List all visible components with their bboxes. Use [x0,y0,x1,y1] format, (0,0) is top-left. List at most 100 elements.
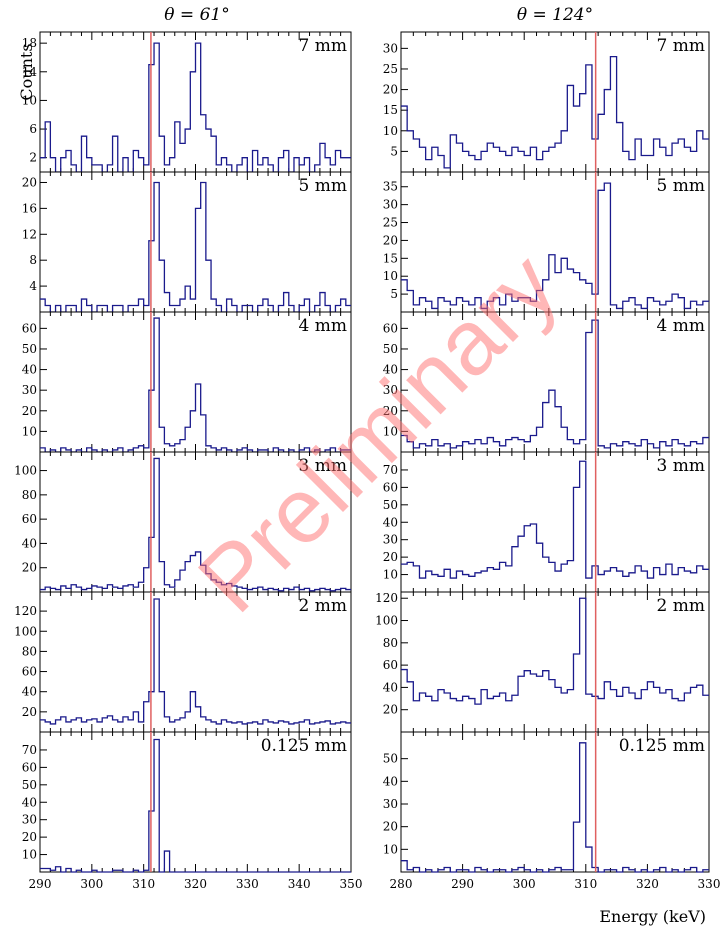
x-tick-label: 280 [390,877,413,891]
t61-panel-5: 10 20 30 40 50 60 70 0.125 mm [22,731,352,873]
y-axis-label: Counts [17,43,36,100]
y-tick-label: 16 [22,201,37,215]
histogram-series [401,597,709,705]
y-tick-label: 100 [14,624,37,638]
thickness-label: 2 mm [657,596,705,616]
y-tick-label: 40 [383,680,398,694]
histogram-series [401,182,709,310]
y-tick-label: 10 [383,842,398,856]
y-tick-label: 20 [383,83,398,97]
column-theta-124: 5 10 15 20 25 30 7 mm 5 10 15 20 25 30 35 5 mm 10 20 30 40… [375,31,720,891]
panel-frame [400,171,710,313]
y-tick-label: 50 [383,498,398,512]
y-tick-label: 10 [383,424,398,438]
y-tick-label: 35 [383,180,398,194]
y-tick-label: 20 [22,561,37,575]
t61-panel-4: 20 40 60 80 100 120 2 mm [14,591,352,733]
y-tick-label: 10 [383,568,398,582]
y-tick-label: 80 [383,636,398,650]
y-tick-label: 10 [22,93,37,107]
histogram-series [40,181,351,313]
y-tick-label: 20 [383,404,398,418]
y-tick-label: 5 [390,287,398,301]
y-tick-label: 25 [383,62,398,76]
thickness-label: 4 mm [657,316,705,336]
y-tick-label: 40 [22,536,37,550]
y-tick-label: 120 [14,604,37,618]
y-tick-label: 70 [383,463,398,477]
y-tick-label: 120 [375,591,398,605]
y-tick-label: 10 [383,269,398,283]
panel-frame [400,591,710,733]
y-tick-label: 10 [22,848,37,862]
x-tick-label: 330 [236,877,259,891]
t124-panel-0: 5 10 15 20 25 30 7 mm [383,31,710,173]
y-tick-label: 30 [22,383,37,397]
x-tick-label: 300 [80,877,103,891]
y-tick-label: 20 [383,233,398,247]
t61-panel-0: 2 6 10 14 18 7 mm [22,31,352,173]
y-tick-label: 60 [22,512,37,526]
panel-frame [39,311,352,453]
x-tick-label: 320 [184,877,207,891]
histogram-series [40,738,351,873]
histogram-series [401,460,709,579]
histogram-series [40,42,351,173]
y-tick-label: 100 [375,614,398,628]
x-tick-label: 340 [288,877,311,891]
panel-frame [400,31,710,173]
y-tick-label: 10 [383,124,398,138]
y-tick-label: 40 [22,363,37,377]
t124-panel-5: 10 20 30 40 50 0.125 mm [383,731,710,873]
t61-panel-2: 10 20 30 40 50 60 4 mm [22,311,352,453]
x-tick-label: 300 [513,877,536,891]
y-tick-label: 60 [22,321,37,335]
histogram-series [401,319,709,449]
y-tick-label: 40 [383,515,398,529]
y-tick-label: 80 [22,644,37,658]
x-tick-label: 320 [636,877,659,891]
t124-panel-4: 20 40 60 80 100 120 2 mm [375,591,710,733]
x-tick-label: 290 [29,877,52,891]
thickness-label: 0.125 mm [261,736,347,756]
y-tick-label: 5 [390,144,398,158]
thickness-label: 7 mm [299,36,347,56]
y-tick-label: 20 [22,830,37,844]
column-theta-61: 2 6 10 14 18 7 mm 4 8 12 16 20 5 mm 10 20 30 40 50 60 4 mm… [14,31,363,891]
t61-panel-3: 20 40 60 80 100 3 mm [14,451,352,593]
y-tick-label: 15 [383,251,398,265]
panel-frame [400,731,710,873]
y-tick-label: 30 [383,797,398,811]
y-tick-label: 8 [29,253,37,267]
y-tick-label: 60 [383,658,398,672]
x-tick-label: 310 [132,877,155,891]
y-tick-label: 100 [14,464,37,478]
y-tick-label: 40 [383,363,398,377]
y-tick-label: 20 [383,550,398,564]
y-tick-label: 25 [383,216,398,230]
y-tick-label: 30 [383,383,398,397]
panel-frame [39,731,352,873]
y-tick-label: 30 [383,41,398,55]
y-tick-label: 60 [22,665,37,679]
x-axis-label: Energy (keV) [599,907,706,926]
t124-panel-3: 10 20 30 40 50 60 70 3 mm [383,451,710,593]
y-tick-label: 12 [22,227,37,241]
y-tick-label: 40 [22,795,37,809]
y-tick-label: 40 [22,685,37,699]
thickness-label: 5 mm [657,176,705,196]
y-tick-label: 50 [22,342,37,356]
histogram-series [40,598,351,725]
x-tick-label: 350 [340,877,363,891]
thickness-label: 7 mm [657,36,705,56]
y-tick-label: 6 [29,122,37,136]
histogram-series [40,457,351,592]
column-title-124: θ = 124° [517,5,593,25]
histogram-series [401,55,709,169]
y-tick-label: 2 [29,151,37,165]
y-tick-label: 10 [22,424,37,438]
y-tick-label: 20 [22,705,37,719]
y-tick-label: 18 [22,36,37,50]
y-tick-label: 20 [22,175,37,189]
